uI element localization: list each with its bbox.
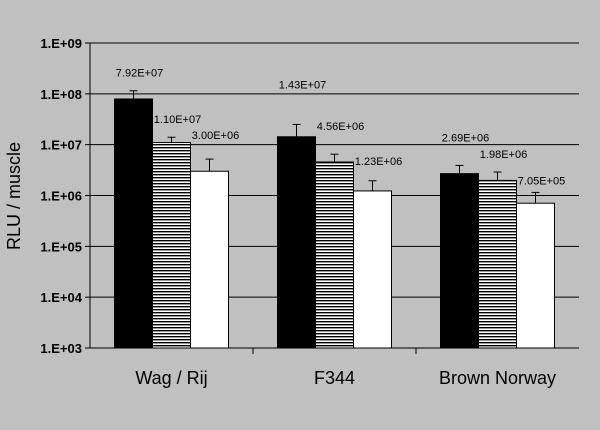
data-label: 1.43E+07	[279, 79, 326, 91]
data-label: 4.56E+06	[317, 121, 364, 133]
data-label: 1.10E+07	[154, 114, 201, 126]
data-label: 2.69E+06	[442, 132, 489, 144]
x-category-label: F344	[314, 368, 355, 388]
y-tick-label: 1.E+08	[40, 87, 82, 102]
y-tick-label: 1.E+05	[40, 239, 82, 254]
x-category-label: Brown Norway	[439, 368, 556, 388]
y-tick-label: 1.E+06	[40, 189, 82, 204]
data-label: 1.23E+06	[355, 156, 402, 168]
bar	[190, 170, 229, 349]
x-category-label: Wag / Rij	[135, 368, 207, 388]
bar	[114, 98, 153, 349]
data-label: 7.92E+07	[116, 68, 163, 80]
bar	[478, 179, 517, 349]
y-tick-label: 1.E+04	[40, 290, 82, 305]
data-label: 7.05E+05	[518, 175, 565, 187]
bar	[353, 190, 392, 349]
bar	[516, 202, 555, 349]
y-tick-label: 1.E+09	[40, 36, 82, 51]
bar	[315, 161, 354, 349]
bar	[440, 173, 479, 349]
data-label: 1.98E+06	[480, 149, 527, 161]
y-tick-label: 1.E+03	[40, 341, 82, 356]
data-label: 3.00E+06	[192, 130, 239, 142]
bar	[277, 136, 316, 349]
bar	[152, 142, 191, 349]
y-tick-label: 1.E+07	[40, 138, 82, 153]
y-axis-label: RLU / muscle	[4, 142, 24, 250]
